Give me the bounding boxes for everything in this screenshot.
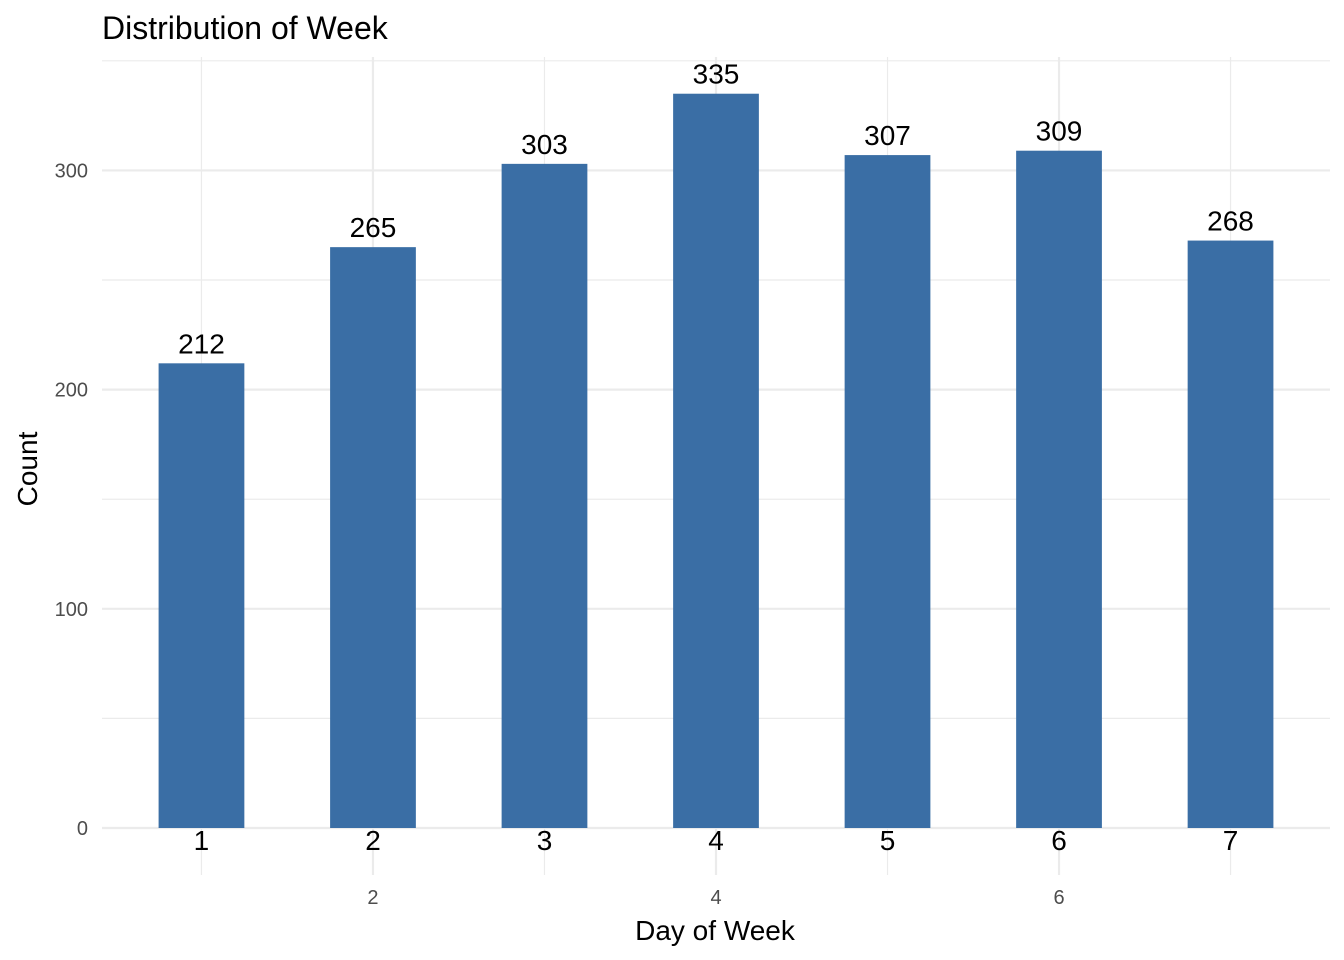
axes: 0 100 200 300 2 4 6	[55, 160, 1065, 909]
bar-3	[501, 163, 588, 829]
x-tick-label: 2	[367, 887, 378, 909]
bar-category-label: 3	[537, 825, 553, 856]
x-tick-label: 6	[1053, 887, 1064, 909]
y-tick-label: 0	[77, 818, 88, 840]
bar-6	[1016, 150, 1102, 829]
bar-7	[1187, 240, 1274, 829]
bar-4	[673, 93, 759, 828]
bar-5	[844, 155, 931, 829]
bar-2	[330, 247, 416, 829]
bar-value-label: 265	[350, 212, 397, 243]
bar-value-label: 303	[521, 129, 568, 160]
bar-category-label: 6	[1051, 825, 1067, 856]
x-axis-title: Day of Week	[635, 915, 796, 946]
bar-category-label: 5	[880, 825, 896, 856]
bar-value-label: 268	[1207, 206, 1254, 237]
y-tick-label: 100	[55, 599, 88, 621]
bar-value-label: 307	[864, 120, 911, 151]
bar-value-label: 335	[693, 59, 740, 90]
bar-value-label: 212	[178, 328, 225, 359]
y-axis-title: Count	[12, 431, 43, 506]
y-tick-label: 200	[55, 380, 88, 402]
bars	[158, 93, 1274, 829]
y-tick-label: 300	[55, 160, 88, 182]
bar-category-label: 4	[708, 825, 724, 856]
bar-1	[158, 363, 245, 828]
bar-category-label: 7	[1223, 825, 1239, 856]
bar-value-label: 309	[1036, 116, 1083, 147]
bar-category-label: 2	[365, 825, 381, 856]
data-labels: 212 265 303 335 307 309 268 1 2 3 4 5 6 7	[178, 59, 1254, 856]
x-tick-label: 4	[710, 887, 721, 909]
bar-category-label: 1	[194, 825, 210, 856]
chart-title: Distribution of Week	[102, 10, 389, 46]
